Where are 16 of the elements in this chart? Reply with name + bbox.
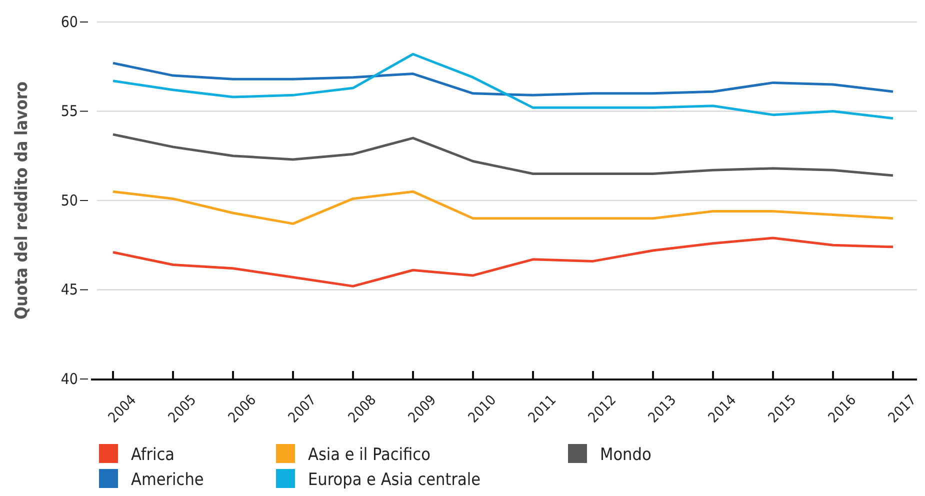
y-tick-label: 40: [60, 370, 78, 388]
legend-label: Africa: [131, 445, 175, 465]
y-tick-label: 60: [60, 12, 78, 31]
y-tick-label: 55: [60, 102, 78, 120]
line-series: [112, 62, 894, 96]
legend-label: Americhe: [131, 470, 204, 490]
line-series: [112, 190, 894, 225]
line-series: [112, 236, 894, 288]
legend-label: Mondo: [600, 445, 652, 465]
legend-label: Asia e il Pacifico: [308, 445, 430, 465]
y-tick-label: 50: [60, 191, 78, 210]
y-tick-label: 45: [60, 280, 78, 299]
line-series: [112, 52, 894, 120]
legend-label: Europa e Asia centrale: [308, 470, 481, 490]
y-axis-title: Quota del reddito da lavoro: [12, 81, 32, 320]
line-series: [112, 133, 894, 177]
